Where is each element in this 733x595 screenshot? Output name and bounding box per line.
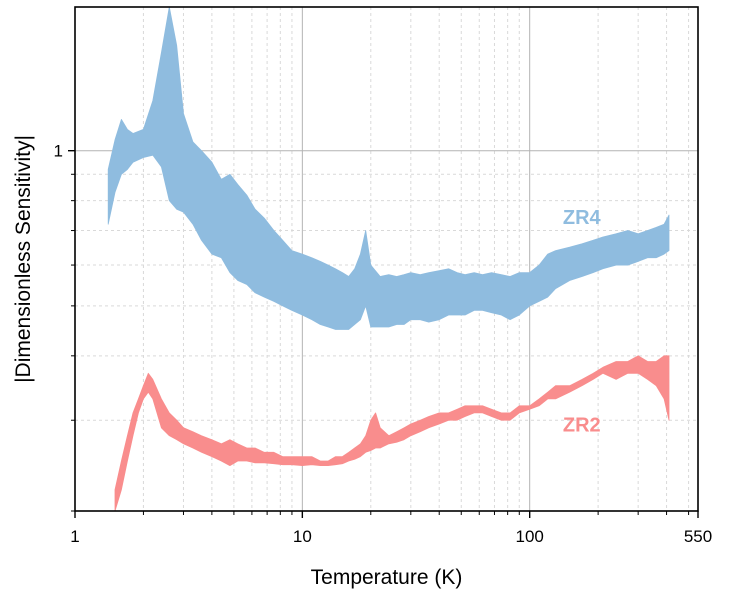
series-labels: ZR4 ZR2 (563, 207, 602, 436)
y-axis-title: |Dimensionless Sensitivity| (12, 135, 35, 383)
x-tick-label: 10 (293, 527, 312, 546)
series-label-zr2: ZR2 (563, 415, 601, 437)
x-tick-label: 1 (70, 527, 79, 546)
series-band-zr4 (107, 6, 670, 330)
x-tick-label: 550 (684, 527, 712, 546)
series-label-zr4: ZR4 (563, 207, 602, 229)
series-band-zr2 (114, 355, 670, 512)
axis-ticks (68, 149, 699, 518)
series-bands (107, 6, 670, 512)
x-tick-label: 100 (515, 527, 543, 546)
x-axis-title: Temperature (K) (311, 566, 463, 589)
tick-labels: 1 10 100 550 1 (54, 142, 713, 546)
plot-frame (74, 6, 699, 512)
y-tick-label: 1 (54, 142, 63, 161)
